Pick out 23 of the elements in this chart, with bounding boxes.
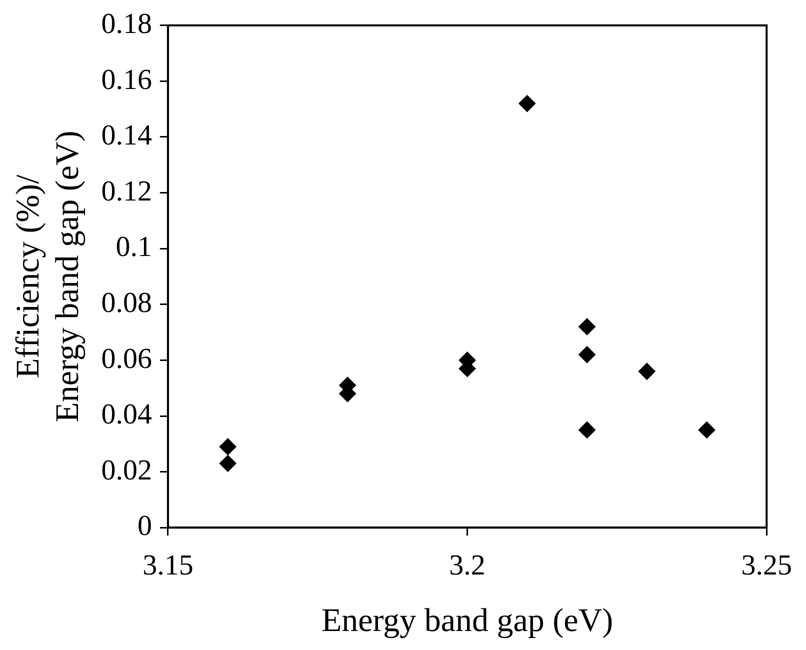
y-tick-label: 0.06 [101, 342, 152, 375]
x-tick-label: 3.15 [142, 550, 194, 582]
point [578, 346, 596, 364]
point [219, 438, 236, 456]
point [518, 95, 536, 112]
y-tick-label: 0.16 [101, 64, 152, 96]
y-tick-label: 0.14 [101, 120, 152, 152]
y-tick-label: 0.1 [116, 231, 152, 264]
y-tick-label: 0.18 [101, 8, 152, 40]
y-tick-label: 0.04 [101, 398, 152, 431]
point [578, 318, 596, 336]
x-tick-label: 3.2 [449, 550, 486, 582]
y-tick-label: 0.02 [101, 454, 152, 486]
x-axis-title: Energy band gap (eV) [321, 602, 614, 639]
point [698, 421, 716, 438]
point [219, 454, 236, 472]
x-tick-label: 3.25 [741, 550, 792, 582]
y-tick-label: 0 [137, 510, 152, 542]
point [638, 362, 656, 380]
y-axis-title: Efficiency (%)/ Energy band gap (eV) [10, 130, 86, 422]
y-tick-label: 0.12 [101, 175, 152, 208]
y-tick-label: 0.08 [101, 287, 152, 320]
point [578, 421, 596, 438]
